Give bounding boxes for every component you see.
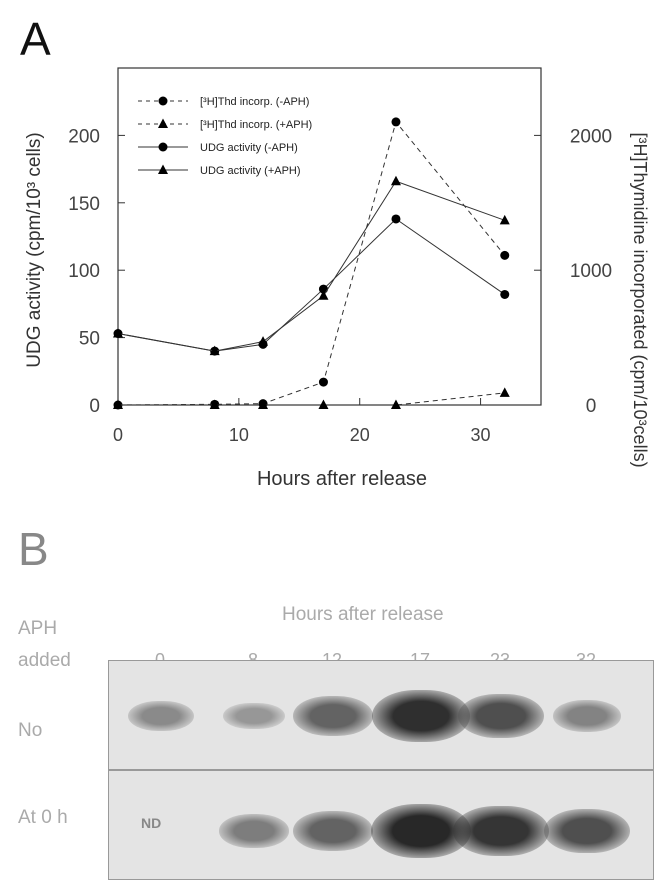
data-point [391, 214, 401, 224]
legend-label: [³H]Thd incorp. (-APH) [200, 96, 309, 108]
blot-band [552, 700, 622, 732]
panel-b-label: B [18, 523, 49, 575]
blot-band [223, 702, 285, 730]
y2-tick-label: 2000 [570, 126, 612, 147]
legend-label: UDG activity (-APH) [200, 142, 298, 154]
blot-band [127, 701, 195, 731]
blot-band [293, 696, 373, 736]
legend-marker [158, 164, 168, 174]
data-point [318, 399, 329, 409]
y-tick-label: 150 [68, 194, 100, 215]
x-tick-label: 30 [471, 425, 491, 445]
blot-band [372, 689, 470, 743]
legend-marker [158, 118, 168, 128]
data-point [390, 175, 401, 186]
x-tick-label: 10 [229, 425, 249, 445]
data-point [209, 345, 220, 356]
series-0 [113, 117, 510, 410]
blot-band [543, 808, 631, 854]
blot-row-aph: ND [108, 770, 654, 880]
data-point [390, 399, 401, 409]
y-tick-label: 0 [89, 396, 100, 417]
data-point [500, 250, 510, 260]
x-tick-label: 20 [350, 425, 370, 445]
blot-title: Hours after release [282, 604, 444, 625]
y-tick-label: 200 [68, 126, 100, 147]
series-line [117, 180, 505, 352]
plot-frame [117, 67, 542, 406]
series-1 [113, 387, 510, 409]
panel-a-label: A [20, 13, 51, 65]
blot-band [457, 693, 545, 739]
data-point [113, 328, 123, 338]
y2-axis-label: [³H]Thymidine incorporated (cpm/10³cells… [630, 132, 650, 467]
series-line [118, 392, 505, 406]
legend-marker [158, 142, 168, 152]
series-line [117, 120, 506, 406]
data-point [258, 336, 269, 346]
data-point [500, 289, 510, 299]
y2-tick-label: 0 [586, 396, 597, 417]
nd-label: ND [141, 815, 162, 831]
data-point [113, 399, 123, 409]
blot-band [218, 814, 290, 848]
x-axis-label: Hours after release [257, 468, 427, 490]
data-point [209, 399, 220, 409]
blot-row-label-aph: At 0 h [18, 807, 68, 828]
x-tick-label: 0 [113, 425, 123, 445]
y-tick-label: 100 [68, 261, 100, 282]
data-point [499, 387, 510, 397]
blot-row-no [108, 660, 654, 770]
plot-border [117, 67, 542, 406]
blot-band [293, 811, 373, 851]
series-2 [113, 214, 510, 356]
data-point [258, 399, 269, 409]
legend-label: UDG activity (+APH) [200, 165, 301, 177]
series-layer [113, 117, 510, 410]
series-3 [113, 175, 510, 356]
data-point [499, 214, 510, 225]
data-point [318, 377, 328, 387]
y2-tick-label: 1000 [570, 261, 612, 282]
legend-marker [158, 96, 168, 106]
blot-row-label-no: No [18, 720, 43, 741]
data-point [391, 117, 401, 127]
blot-band [453, 805, 549, 857]
series-line [117, 218, 506, 352]
legend: [³H]Thd incorp. (-APH) [³H]Thd incorp. (+… [138, 96, 312, 177]
legend-label: [³H]Thd incorp. (+APH) [200, 119, 312, 131]
y-axis-label: UDG activity (cpm/10³ cells) [24, 132, 45, 367]
y-tick-label: 50 [79, 329, 100, 350]
blot-row-header: APH added [18, 618, 71, 671]
data-point [318, 290, 329, 300]
